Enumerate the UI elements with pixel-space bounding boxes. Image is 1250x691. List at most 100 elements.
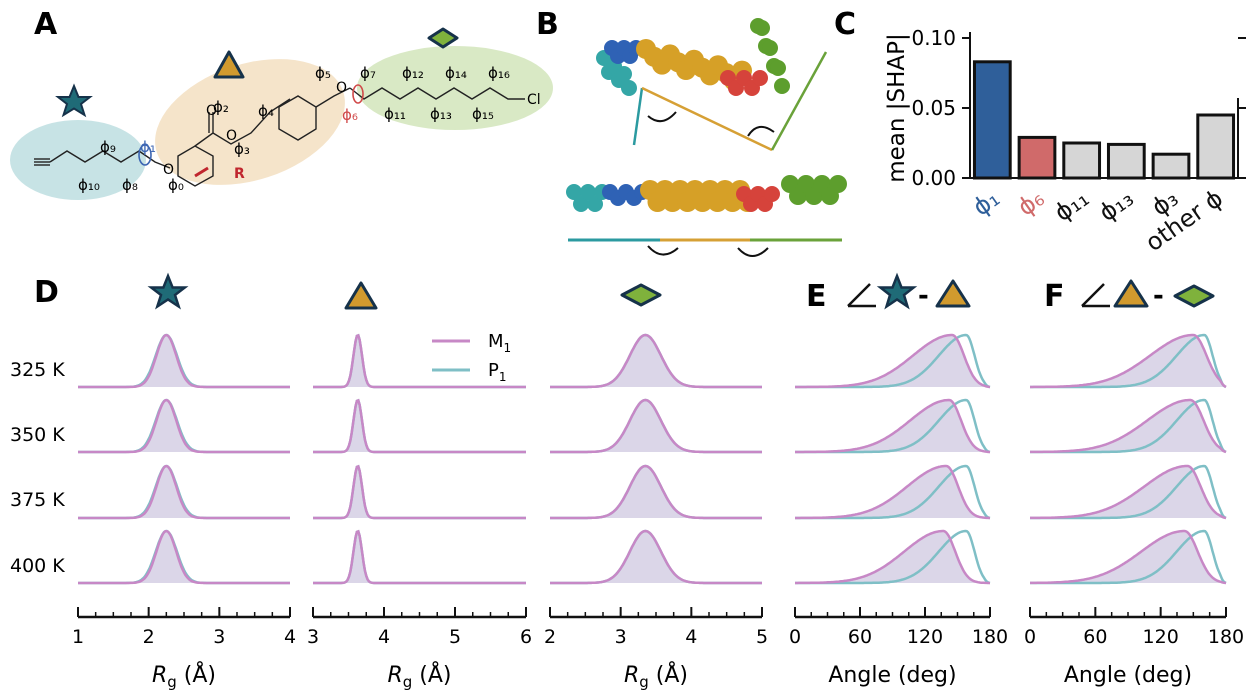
head-region <box>10 120 146 200</box>
label-phi3: ϕ₃ <box>234 140 250 158</box>
dist-tick-label: 60 <box>1083 626 1107 648</box>
dist-fill <box>78 466 290 518</box>
dist-tick-label: 120 <box>1143 626 1179 648</box>
bead-chain-bottom <box>566 175 847 212</box>
c-xtick-label: ϕ₁₁ <box>1049 184 1094 227</box>
triangle-icon <box>213 50 245 79</box>
dist-tick-label: 4 <box>378 626 390 648</box>
triangle-icon <box>344 281 378 310</box>
dash: - <box>1153 281 1164 311</box>
label-phi6: ϕ₆ <box>342 106 358 124</box>
c-ytick-label: 0.10 <box>911 26 956 50</box>
dist-xlabel: Angle (deg) <box>828 663 956 688</box>
c-ytick-label: 0.00 <box>911 166 956 190</box>
atom-o-2: O <box>206 103 217 119</box>
dist-xlabel: Rg (Å) <box>624 661 688 691</box>
m1-curve <box>1030 398 1227 454</box>
dist-fill <box>1030 531 1226 583</box>
dist-tick-label: 4 <box>284 626 296 648</box>
dist-tick-label: 4 <box>685 626 697 648</box>
m1-curve <box>313 529 526 585</box>
c-bar <box>1106 142 1146 180</box>
c-xtick-label: ϕ₁₃ <box>1094 184 1139 227</box>
label-phi14: ϕ₁₄ <box>445 64 467 82</box>
m1-curve <box>78 529 290 585</box>
label-phi10: ϕ₁₀ <box>78 176 100 194</box>
triangle-icon <box>1113 279 1149 308</box>
bead <box>764 186 780 202</box>
dist-fill <box>1030 466 1226 518</box>
triangle-icon <box>935 279 971 308</box>
dist-tick-label: 3 <box>307 626 319 648</box>
m1-curve <box>313 398 526 454</box>
panel-letter-d: D <box>34 275 59 310</box>
bead <box>752 70 768 86</box>
dist-fill <box>795 335 990 387</box>
dist-tick-label: 60 <box>848 626 872 648</box>
label-phi4: ϕ₄ <box>258 102 274 120</box>
m1-curve <box>795 464 990 520</box>
dist-tick-label: 6 <box>520 626 532 648</box>
c-bar <box>1151 152 1191 180</box>
bead <box>616 66 632 82</box>
dist-xlabel: Rg (Å) <box>387 661 451 691</box>
dist-tick-label: 1 <box>72 626 84 648</box>
atom-o-1: O <box>163 162 174 178</box>
label-phi11: ϕ₁₁ <box>384 105 406 123</box>
m1-curve <box>78 464 290 520</box>
diamond-icon <box>620 283 662 307</box>
angle-guides-top <box>632 51 828 152</box>
bead <box>587 196 603 212</box>
temp-label-325: 325 K <box>10 359 65 381</box>
label-phi7: ϕ₇ <box>360 64 376 82</box>
c-bar <box>972 60 1012 180</box>
star-icon <box>147 272 189 310</box>
c-xtick-label: ϕ₆ <box>1012 184 1049 222</box>
c-ytick-label: 0.05 <box>911 96 956 120</box>
label-phi16: ϕ₁₆ <box>488 64 510 82</box>
diamond-icon <box>427 27 459 49</box>
m1-curve <box>550 529 762 585</box>
m1-curve <box>313 464 526 520</box>
angle-icon <box>847 283 876 308</box>
panel-letter-c: C <box>834 7 856 42</box>
m1-curve <box>795 398 990 454</box>
dihedral-labels: ϕ₁ ϕ₆ ϕ₉ ϕ₁₀ ϕ₈ ϕ₀ ϕ₂ ϕ₃ ϕ₄ ϕ₅ ϕ₇ ϕ₁₂ ϕ₁… <box>78 64 510 194</box>
dist-fill <box>313 400 526 452</box>
dist-tick-label: 2 <box>544 626 556 648</box>
c-bar <box>1017 135 1057 180</box>
p1-curve <box>313 529 526 585</box>
dist-fill <box>795 400 990 452</box>
bead <box>580 184 596 200</box>
p1-curve <box>313 398 526 454</box>
bead <box>770 60 786 76</box>
dist-tick-label: 5 <box>449 626 461 648</box>
molecule-skeleton <box>34 87 525 187</box>
panel-d: D <box>34 272 662 310</box>
temp-label-375: 375 K <box>10 489 65 511</box>
m1-curve <box>78 333 290 389</box>
dist-fill <box>550 335 762 387</box>
dist-fill <box>78 531 290 583</box>
dist-fill <box>313 531 526 583</box>
bead <box>829 175 847 193</box>
label-phi5: ϕ₅ <box>315 64 331 82</box>
label-phi15: ϕ₁₅ <box>472 105 494 123</box>
c-bar <box>1196 113 1236 180</box>
atom-r: R <box>234 166 245 182</box>
m1-curve <box>795 333 991 389</box>
panel-letter-a: A <box>34 7 58 42</box>
dist-tick-label: 5 <box>756 626 768 648</box>
m1-curve <box>1030 333 1227 389</box>
bead <box>774 78 790 94</box>
star-icon <box>55 83 93 118</box>
m1-curve <box>550 333 762 389</box>
distribution-plots: 1 2 3 4Rg (Å)3 4 5 6Rg (Å)2 3 4 5Rg (Å)0 60 120 180A… <box>72 333 1244 691</box>
dist-fill <box>795 531 990 583</box>
dist-fill <box>313 335 526 387</box>
core-region <box>155 59 345 185</box>
star-icon <box>876 272 918 310</box>
temp-label-400: 400 K <box>10 555 65 577</box>
bead <box>621 80 637 96</box>
